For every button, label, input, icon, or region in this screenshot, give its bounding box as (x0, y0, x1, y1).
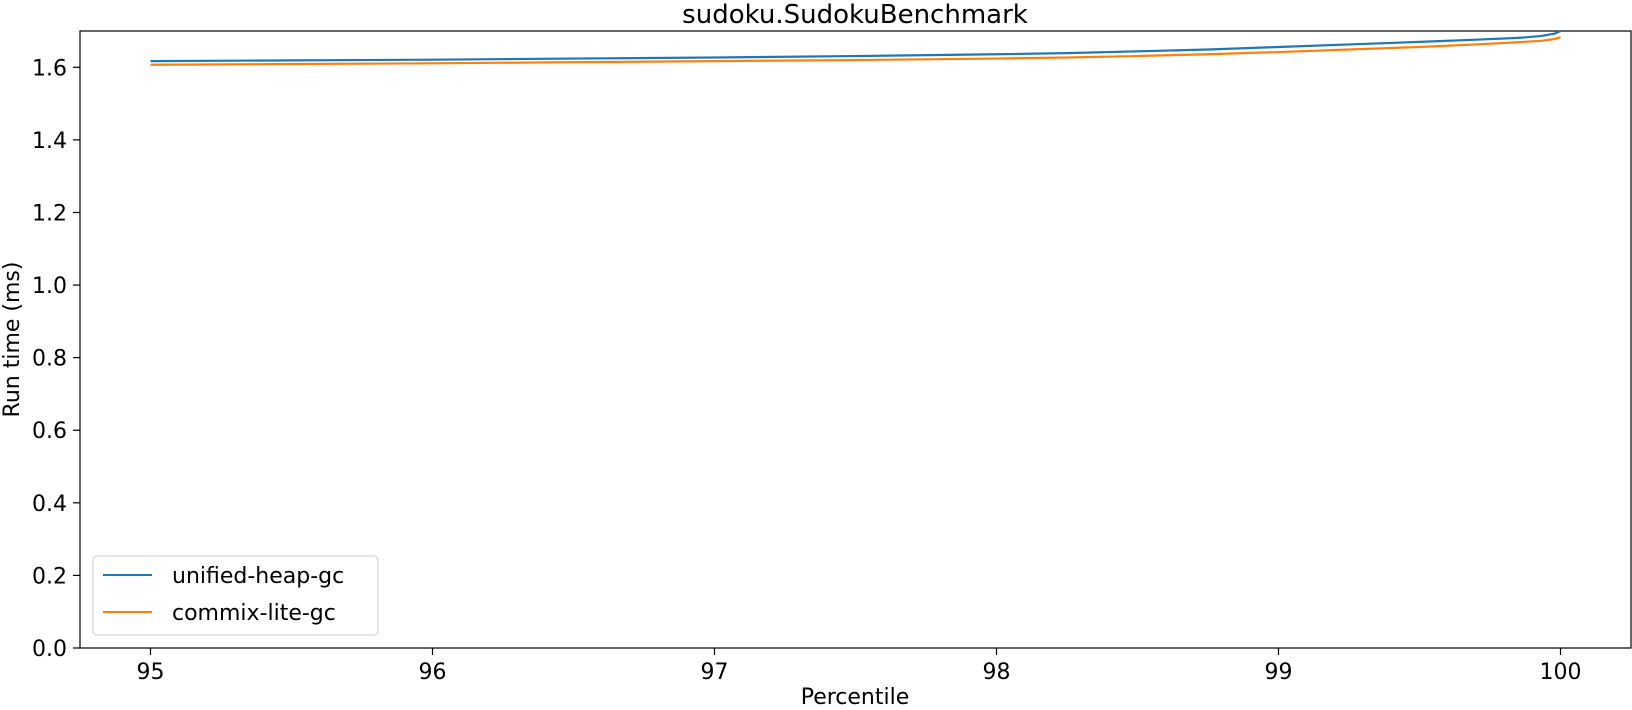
y-tick-label: 1.2 (32, 201, 67, 226)
chart-title: sudoku.SudokuBenchmark (682, 0, 1028, 30)
legend-label-series-1: unified-heap-gc (172, 564, 344, 589)
series-line-commix-lite-gc (150, 36, 1561, 66)
y-tick-label: 0.8 (32, 347, 67, 372)
series-layer (150, 29, 1561, 66)
x-axis-ticks: 95 96 97 98 99 100 (137, 648, 1582, 685)
x-tick-label: 95 (137, 660, 165, 685)
plot-area (79, 29, 1632, 649)
plot-frame (79, 30, 1632, 649)
x-tick-label: 97 (701, 660, 729, 685)
series-line-unified-heap-gc (150, 29, 1561, 63)
legend-box (92, 555, 379, 636)
x-tick-label: 98 (983, 660, 1011, 685)
legend-label-series-2: commix-lite-gc (172, 601, 336, 626)
y-axis-ticks: 0.0 0.2 0.4 0.6 0.8 1.0 1.2 1.4 1.6 (32, 56, 80, 662)
y-axis-label: Run time (ms) (0, 262, 25, 418)
x-axis-label: Percentile (801, 685, 910, 710)
x-tick-label: 99 (1265, 660, 1293, 685)
x-tick-label: 100 (1540, 660, 1582, 685)
y-tick-label: 1.6 (32, 56, 67, 81)
y-tick-label: 1.0 (32, 274, 67, 299)
y-tick-label: 0.0 (32, 637, 67, 662)
x-tick-label: 96 (419, 660, 447, 685)
y-tick-label: 0.2 (32, 564, 67, 589)
y-tick-label: 0.4 (32, 492, 67, 517)
legend: unified-heap-gc commix-lite-gc (92, 555, 379, 636)
y-tick-label: 1.4 (32, 129, 67, 154)
y-tick-label: 0.6 (32, 419, 67, 444)
